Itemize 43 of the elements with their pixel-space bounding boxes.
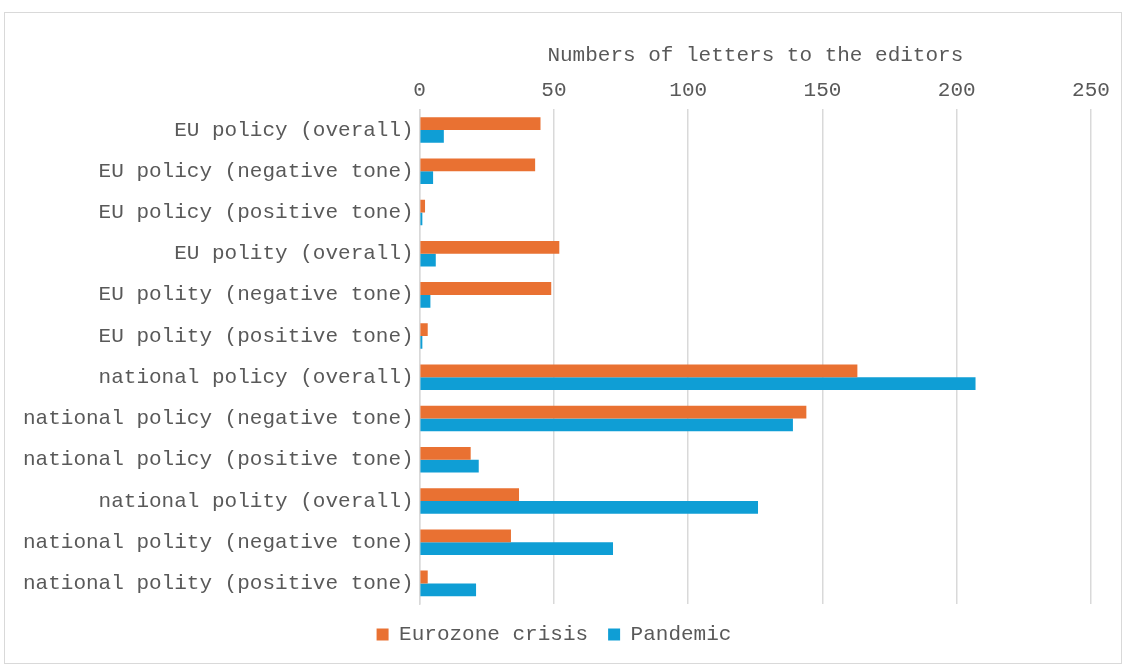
- y-tick-label: national polity (negative tone): [22, 530, 414, 554]
- y-tick-label: EU policy (overall): [174, 118, 414, 142]
- x-tick-label: 50: [541, 79, 567, 103]
- bar: [420, 171, 434, 184]
- y-tick-label: EU policy (positive tone): [98, 201, 414, 224]
- y-tick-label: EU polity (negative tone): [98, 283, 414, 307]
- y-tick-label: national policy (positive tone): [22, 448, 414, 472]
- y-tick-label: national polity (overall): [98, 489, 414, 513]
- y-tick-label: national polity (positive tone): [22, 571, 414, 595]
- bar: [420, 529, 511, 543]
- y-tick-label: EU polity (overall): [174, 242, 414, 266]
- x-tick-label: 100: [669, 79, 708, 103]
- bar: [420, 282, 552, 295]
- x-tick-label: 150: [803, 79, 842, 103]
- bar: [420, 583, 477, 597]
- bar: [420, 158, 536, 172]
- y-tick-label: EU polity (positive tone): [98, 324, 414, 348]
- legend-label: Pandemic: [630, 623, 732, 647]
- bar: [420, 240, 560, 254]
- bar: [420, 459, 479, 473]
- bar: [420, 488, 520, 501]
- x-tick-label: 0: [413, 79, 426, 103]
- y-tick-label: EU policy (negative tone): [98, 159, 414, 183]
- bar: [420, 542, 614, 555]
- bar: [420, 405, 807, 419]
- bar: [420, 570, 428, 584]
- y-tick-label: national policy (overall): [98, 365, 414, 389]
- bar: [420, 199, 426, 213]
- bar: [420, 130, 444, 143]
- legend-label: Eurozone crisis: [399, 623, 589, 647]
- bar: [420, 253, 436, 267]
- bar: [420, 500, 759, 514]
- y-tick-label: national policy (negative tone): [22, 407, 414, 431]
- x-axis-title: Numbers of letters to the editors: [547, 44, 964, 68]
- x-tick-label: 200: [937, 79, 976, 103]
- bar: [420, 377, 976, 391]
- bar: [420, 364, 858, 378]
- x-tick-label: 250: [1072, 79, 1110, 103]
- bar: [420, 117, 541, 131]
- bar: [420, 418, 793, 432]
- bar: [420, 294, 431, 308]
- bar: [420, 446, 471, 460]
- bar: [420, 323, 428, 337]
